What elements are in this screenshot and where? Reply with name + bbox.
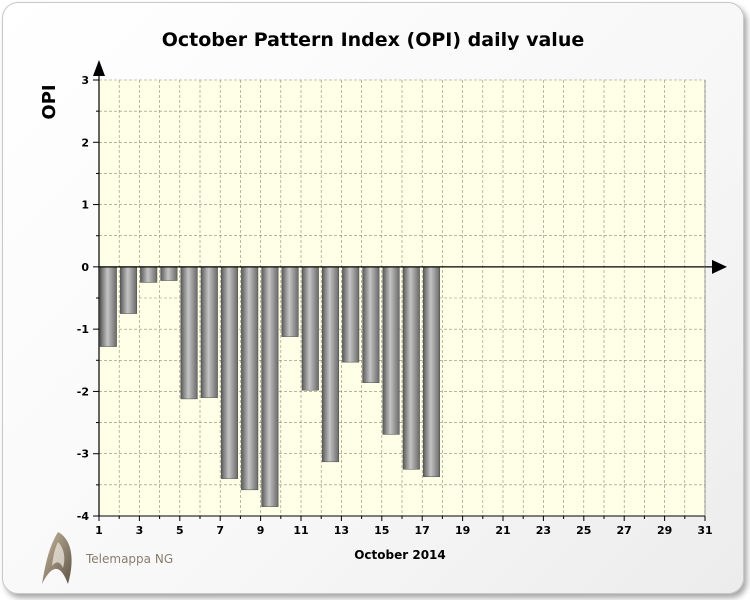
telemappa-logo: Telemappa NG <box>42 532 173 584</box>
x-tick-label: 9 <box>257 524 265 537</box>
x-tick-labels: 1 3 5 7 9 11 13 15 17 19 21 23 25 27 29 31 <box>95 524 712 537</box>
bar-day-16 <box>402 266 420 470</box>
bar-day-3 <box>140 266 158 283</box>
x-tick-label: 31 <box>697 524 712 537</box>
bars <box>99 266 441 507</box>
y-tick-label: 3 <box>81 74 89 87</box>
bar-day-10 <box>281 266 299 337</box>
x-tick-label: 21 <box>495 524 510 537</box>
x-tick-label: 5 <box>176 524 184 537</box>
x-axis-arrow-icon <box>712 259 727 274</box>
y-tick-label: 2 <box>81 136 89 149</box>
x-tick-label: 27 <box>617 524 632 537</box>
x-tick-label: 23 <box>536 524 551 537</box>
bar-day-7 <box>220 266 239 479</box>
x-tick-label: 3 <box>136 524 144 537</box>
x-tick-label: 25 <box>576 524 591 537</box>
bar-day-4 <box>160 266 178 281</box>
y-tick-labels: 3 2 1 0 -1 -2 -3 -4 <box>77 74 90 523</box>
bar-day-14 <box>362 266 380 383</box>
chart-title: October Pattern Index (OPI) daily value <box>162 29 584 51</box>
y-tick-label: -1 <box>77 323 89 336</box>
bar-day-1 <box>99 266 117 347</box>
x-tick-label: 1 <box>95 524 103 537</box>
x-tick-label: 17 <box>415 524 430 537</box>
logo-highlight-icon <box>52 542 65 568</box>
x-tick-label: 7 <box>216 524 224 537</box>
x-tick-label: 19 <box>455 524 470 537</box>
x-tick-label: 11 <box>293 524 308 537</box>
y-tick-label: -2 <box>77 385 89 398</box>
bar-day-2 <box>119 266 138 314</box>
bar-day-5 <box>180 266 198 400</box>
x-tick-label: 29 <box>657 524 672 537</box>
bar-day-9 <box>261 266 279 507</box>
y-tick-label: 1 <box>81 199 89 212</box>
bar-day-15 <box>382 266 400 435</box>
bar-day-6 <box>200 266 218 398</box>
bar-day-11 <box>301 266 319 391</box>
x-tick-label: 13 <box>334 524 349 537</box>
bar-day-13 <box>342 266 360 363</box>
y-tick-label: -3 <box>77 448 89 461</box>
y-tick-label: -4 <box>77 510 90 523</box>
axes <box>93 60 727 521</box>
logo-text: Telemappa NG <box>85 552 173 566</box>
y-axis-label: OPI <box>39 84 60 119</box>
x-axis-label: October 2014 <box>354 548 446 562</box>
y-tick-label: 0 <box>81 261 89 274</box>
x-tick-label: 15 <box>374 524 389 537</box>
bar-day-12 <box>321 266 340 463</box>
bar-day-8 <box>241 266 259 491</box>
bar-day-17 <box>422 266 441 478</box>
y-axis-arrow-icon <box>93 60 105 76</box>
